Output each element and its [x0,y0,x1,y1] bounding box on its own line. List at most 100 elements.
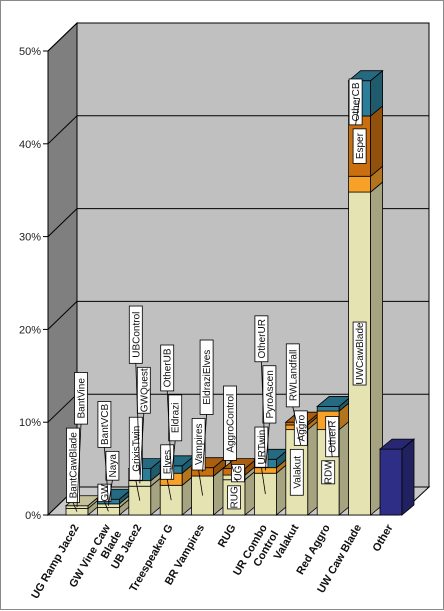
segment-label: RDW [321,460,336,485]
segment-label-text: GWQuest [139,368,150,412]
segment-label: EldraziElves [199,339,214,415]
segment-label-text: UBControl [131,312,142,358]
segment-label: UG [231,464,245,483]
label-leader-line [166,479,172,501]
segment-label-box [352,128,367,164]
segment-label-text: OtherUB [163,348,174,387]
label-leader-line [108,480,113,506]
label-leader-line [202,414,207,472]
segment-label: RWLandfall [285,343,300,408]
segment-label-box [321,460,336,485]
bar-stack [378,438,416,516]
y-tick-label: 50% [19,46,41,58]
gridline-side [47,393,78,423]
segment-label: Naya [105,450,120,481]
segment-label-text: GrixisTwin [131,426,142,472]
segment-label-text: RDW [324,460,335,484]
segment-label-box [352,321,367,386]
segment-label: Vampires [191,418,206,471]
category-label-text: Other [371,522,396,554]
segment-label-text: AggroControl [226,394,237,453]
segment-label: Valakut [289,448,304,496]
label-leader-line [229,460,235,472]
y-tick-label: 0% [25,510,41,522]
segment-label: OtherCB [348,78,363,126]
segment-label: Aggro [293,410,308,446]
label-leader-line [233,477,239,483]
segment-label-text: Eldrazi [171,403,182,434]
gridline-side [47,115,78,145]
label-leader-line [135,480,141,501]
y-axis-ticks: 0% 10% 20% 30% 40% 50% [19,46,49,522]
segment-label-text: BantVine [77,378,88,419]
label-leader-line [139,413,145,484]
segment-label-text: Aggro [296,414,307,441]
label-leader-line [170,440,176,480]
y-tick-label: 30% [19,232,41,244]
label-leader-line [166,390,172,470]
segment-label-box [74,372,88,425]
gridline-side [47,208,78,237]
segment-label: UWCawBlade [352,321,367,386]
segment-label: PyroAscen [262,365,277,424]
segment-label-box [289,448,304,496]
label-leader-line [292,406,298,424]
label-leader-line [135,363,141,475]
bar-segment [379,448,403,516]
label-leader-line [72,502,78,512]
category-label: RUG [216,523,239,550]
label-leader-line [198,469,203,496]
segment-label-text: Naya [108,454,119,478]
segment-label-text: BantVCB [100,404,111,445]
category-label: UG Ramp Jace2 [29,523,81,602]
segment-label-text: RWLandfall [288,350,299,402]
label-leader-line [296,427,302,446]
segment-label-text: EldraziElves [202,350,213,405]
category-label-text: UG Ramp Jace2 [29,523,81,602]
bar-segment [316,406,340,412]
segment-label: UBControl [128,305,143,364]
segment-label-text: GW [100,484,111,502]
segment-label: Eldrazi [168,394,183,442]
y-tick-label: 20% [19,324,41,336]
y-tick-label: 40% [19,139,41,151]
segment-label-text: UG [234,465,245,480]
segment-label: Esper [352,128,367,164]
gridline-side [47,22,78,52]
y-tick-label: 10% [19,417,41,429]
category-label-text: RUG [216,523,239,550]
segment-label-text: OtherCB [351,82,362,121]
segment-labels: BantCawBlade BantVine GW Naya BantVCB GrixisT… [66,78,367,512]
bar-top [347,70,384,82]
label-leader-line [104,501,109,512]
label-leader-line [76,424,82,508]
label-leader-line [327,420,333,457]
segment-label-text: OtherUR [257,319,268,358]
segment-label-text: OtherR [328,421,339,453]
segment-label: AggroControl [223,385,237,461]
segment-label: GWQuest [136,366,151,414]
segment-label: OtherR [325,416,340,458]
segment-label: RUG [227,485,241,510]
segment-label: OtherUR [254,315,269,363]
segment-label-text: Valakut [292,456,303,489]
segment-label: BantVine [74,372,88,425]
segment-label-text: Vampires [194,423,205,465]
bar-top [378,438,416,450]
gridline-side [47,301,78,330]
segment-label-box [231,464,245,483]
label-leader-line [261,361,266,464]
segment-label-text: PyroAscen [265,370,276,418]
segment-label-box [227,485,241,510]
segment-label: BantVCB [97,401,112,448]
label-leader-line [104,447,109,502]
segment-label-text: Esper [355,132,366,159]
bar-segment-side [370,105,384,178]
segment-label-text: UWCawBlade [355,322,366,385]
segment-label-text: BantCawBlade [69,432,80,499]
segment-label-text: RUG [230,486,241,508]
segment-label-text: URTwin [257,430,268,465]
label-leader-line [261,467,266,495]
